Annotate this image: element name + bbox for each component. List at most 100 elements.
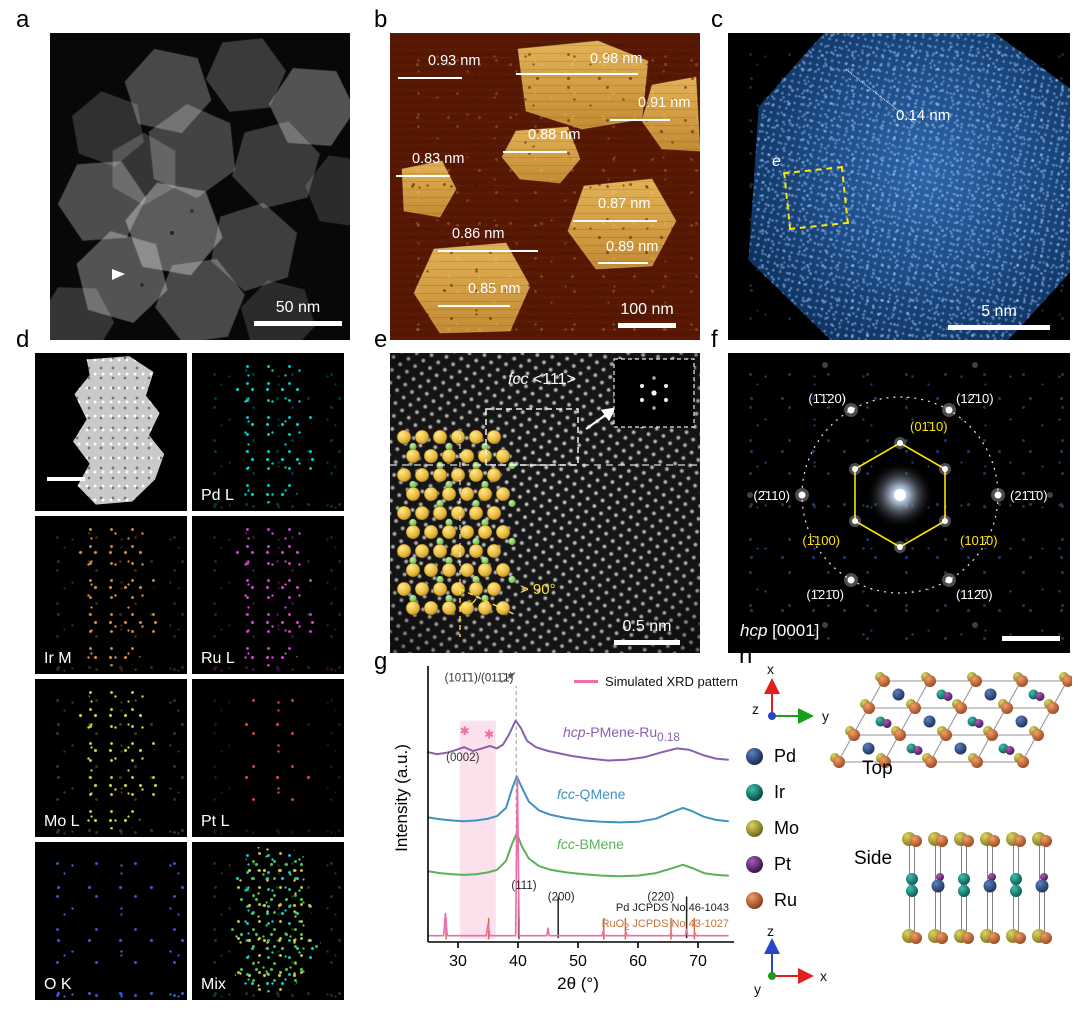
scale-bar-line [948, 325, 1050, 330]
eds-map-mix: Mix [192, 842, 344, 1000]
inner-spots [849, 437, 951, 553]
thickness-measurement: 0.85 nm [468, 281, 521, 297]
mo-atom-icon [746, 820, 763, 837]
nanosheet-region [748, 33, 1070, 340]
thickness-measurement: 0.89 nm [606, 239, 659, 255]
reflection-index: (21̄1̄0) [1010, 488, 1048, 503]
measurement-line [398, 77, 462, 80]
roi-label: e [772, 153, 781, 170]
thickness-measurement: 0.88 nm [528, 127, 581, 143]
map-label: Ru L [201, 650, 235, 667]
measurement-line [598, 262, 648, 265]
angle-label: > 90° [520, 581, 556, 598]
map-label: Pd L [201, 487, 234, 504]
y-axis-label: Intensity (a.u.) [392, 744, 411, 852]
svg-text:(220): (220) [647, 891, 674, 903]
crystal-structures: x y z z x y [752, 661, 1074, 997]
fft-pattern-panel: (1̄1̄20) (12̄10) (2̄110) (21̄1̄0) (1̄21̄… [728, 353, 1070, 653]
haadf-atomic-panel: 0.14 nm e 5 nm [728, 33, 1070, 340]
eds-map-mo: Mo L [35, 679, 187, 837]
lattice-spacing-label: 0.14 nm [896, 107, 951, 124]
thickness-measurement: 0.98 nm [590, 51, 643, 67]
top-view-label: Top [862, 758, 893, 779]
measurement-line [503, 151, 567, 154]
arrow-to-inset [585, 407, 617, 430]
z-axis-letter: z [752, 701, 759, 717]
svg-text:70: 70 [689, 953, 707, 970]
measurement-line [438, 250, 538, 253]
afm-highlight-texture [390, 33, 700, 340]
higher-order-spots [747, 362, 1053, 628]
thickness-measurement: 0.93 nm [428, 53, 481, 69]
x-axis-letter: x [820, 968, 827, 984]
element-speckle [230, 682, 322, 831]
eds-map-ir: Ir M [35, 516, 187, 674]
chart-legend: Simulated XRD pattern [574, 674, 738, 689]
stem-hexagonal-nanosheets [50, 35, 350, 340]
top-view-lattice [830, 672, 1074, 768]
scale-bar-line [618, 323, 676, 328]
svg-text:(101̄1)/(011̄1): (101̄1)/(011̄1) [445, 672, 514, 684]
legend-item-pd: Pd [746, 746, 799, 767]
afm-noise-texture [390, 33, 700, 340]
measurement-line [610, 119, 670, 122]
scale-bar-label: 50 nm [275, 299, 321, 316]
reflection-index: (112̄0) [956, 587, 993, 602]
fft-inset-spots [639, 376, 669, 410]
legend-label: Ir [774, 782, 785, 802]
panel-label-e: e [374, 326, 388, 353]
svg-text:✱: ✱ [484, 727, 494, 741]
map-label: Mo L [44, 813, 80, 830]
legend-line-swatch [574, 680, 599, 683]
element-speckle [73, 682, 165, 831]
legend-label: Simulated XRD pattern [605, 674, 738, 689]
svg-text:(0002): (0002) [446, 752, 479, 764]
svg-text:✱: ✱ [460, 724, 470, 738]
x-axis-label: 2θ (°) [557, 974, 599, 993]
atom-model-overlay [396, 429, 516, 616]
z-axis-dot [768, 712, 776, 720]
atomic-lattice-image [390, 353, 700, 653]
axes-top-view: x y z [752, 661, 829, 724]
svg-text:(200): (200) [548, 891, 575, 903]
stem-image-panel: 50 nm [50, 33, 350, 340]
map-label: O K [44, 976, 72, 993]
legend-label: Ru [774, 890, 798, 910]
afm-image-panel: 0.93 nm 0.98 nm 0.91 nm 0.88 nm 0.83 nm … [390, 33, 700, 340]
phase-rest: <111> [528, 371, 576, 388]
phase-italic: fcc [508, 371, 529, 388]
pt-atom-icon [746, 856, 763, 873]
map-label: Ir M [44, 650, 72, 667]
z-axis-letter: z [767, 923, 774, 939]
x-axis-letter: x [767, 661, 774, 677]
panel-label-f: f [711, 326, 718, 353]
eds-map-pd: Pd L [192, 353, 344, 511]
measurement-line [438, 305, 510, 308]
jcpds-label-pd: Pd JCPDS No.46-1043 [615, 902, 729, 914]
scale-bar: 5 nm [948, 303, 1050, 330]
side-view-lattice [902, 832, 1052, 944]
scale-bar-label: 100 nm [620, 301, 674, 318]
panel-label-c: c [711, 6, 723, 33]
measurement-line [396, 175, 450, 178]
map-label: Pt L [201, 813, 230, 830]
panel-label-h: h [739, 642, 753, 669]
atomic-image-panel: fcc <111> > 90° 0.5 nm [390, 353, 700, 653]
reflection-index-yellow: (101̄0) [960, 533, 998, 548]
eds-mapping-panel: Pd L Ir M Ru L Mo L Pt L O K [35, 353, 344, 1005]
svg-text:50: 50 [569, 953, 587, 970]
fft-inset-box [613, 358, 695, 428]
zone-italic: hcp [740, 621, 768, 640]
svg-text:30: 30 [449, 953, 467, 970]
curve-label-hcp-pmene: hcp-PMene-Ru0.18 [563, 724, 680, 744]
measurement-line [573, 220, 657, 223]
xrd-chart-panel: Intensity (a.u.) ✱ ✱ (101̄1)/(011̄1) (0002)… [388, 660, 744, 1012]
reflection-index-yellow: (01̄10) [910, 419, 948, 434]
eds-map-ru: Ru L [192, 516, 344, 674]
scale-bar-line [47, 477, 85, 481]
y-axis-dot [768, 972, 776, 980]
nanosheet-image [73, 356, 165, 505]
jcpds-label-ruo2: RuO2 JCPDS No.43-1027 [601, 918, 729, 933]
arrowhead-marker [112, 269, 125, 280]
y-axis-letter: y [754, 981, 761, 997]
